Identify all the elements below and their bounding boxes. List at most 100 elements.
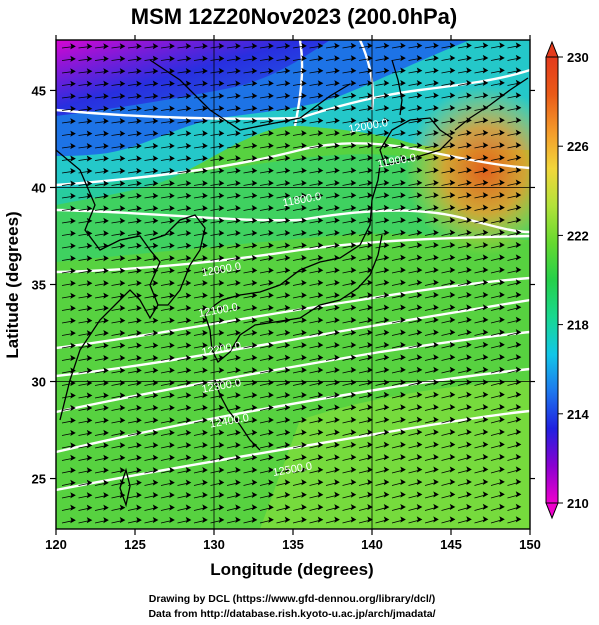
wind-arrow-head [482,441,489,448]
wind-arrow-head [334,242,340,249]
wind-arrow-head [169,55,175,62]
wind-arrow-head [499,42,505,49]
wind-arrow-head [70,230,76,237]
coastline-path [149,214,206,306]
wind-arrow-head [185,516,192,524]
wind-arrow-head [433,204,439,211]
wind-arrow-head [499,453,505,461]
wind-arrow-head [235,454,241,461]
wind-arrow-head [367,354,373,361]
wind-arrow-head [301,342,307,349]
wind-arrow-head [499,304,505,311]
wind-arrow-head [416,416,423,423]
wind-arrow-head [235,466,241,474]
wind-arrow-head [400,254,406,261]
wind-arrow-head [334,267,340,274]
wind-arrow-head [466,104,472,111]
wind-arrow-head [400,354,406,361]
wind-arrow-head [70,118,76,125]
wind-arrow-head [400,341,406,348]
wind-arrow-head [202,255,208,262]
wind-arrow-head [301,404,307,411]
y-tick-label: 30 [32,375,46,390]
wind-arrow-head [86,417,93,424]
wind-arrow-head [515,516,522,523]
wind-arrow-head [284,317,291,324]
wind-arrow-head [515,354,522,361]
wind-arrow-head [251,155,258,162]
wind-arrow-head [218,155,225,162]
wind-arrow-head [235,516,241,523]
wind-arrow-head [185,454,192,461]
wind-arrow-head [449,54,456,62]
wind-arrow-head [202,80,208,87]
wind-arrow-head [466,117,472,124]
wind-arrow-head [515,291,522,298]
wind-arrow-head [317,391,324,399]
wind-arrow-head [119,142,126,150]
wind-arrow-head [218,317,225,324]
wind-arrow-head [416,254,423,261]
wind-arrow-head [383,391,390,398]
wind-arrow-head [119,267,126,274]
wind-arrow-head [218,292,225,299]
wind-arrow-head [136,93,142,100]
wind-arrow-head [268,354,274,361]
wind-arrow-head [317,454,324,461]
wind-arrow-head [317,304,324,311]
wind-arrow-head [169,68,175,75]
wind-arrow-head [185,242,192,249]
wind-arrow-head [218,130,225,137]
contour-line [56,276,530,350]
wind-arrow-head [185,467,192,474]
wind-arrow-head [416,67,423,74]
wind-arrow-head [449,291,456,299]
wind-arrow-head [383,242,390,249]
wind-arrow-head [136,417,142,424]
wind-arrow-head [86,355,93,362]
wind-arrow-head [383,292,390,299]
colorbar-tick-label: 226 [567,139,589,154]
wind-arrow-head [301,367,307,374]
wind-arrow-head [235,217,241,224]
wind-arrow-head [268,504,274,511]
colorbar-tick-label: 218 [567,318,589,333]
wind-arrow-head [400,42,406,49]
wind-arrow-head [235,429,241,436]
wind-arrow-head [86,217,93,224]
wind-arrow-head [235,304,241,311]
wind-arrow-head [482,104,489,111]
wind-arrow-head [152,342,159,349]
wind-arrow-head [499,428,505,436]
wind-arrow-head [136,404,142,411]
wind-arrow-head [433,279,439,286]
wind-arrow-head [152,329,159,337]
wind-arrow-head [350,429,357,436]
wind-arrow-head [284,254,291,261]
wind-arrow-head [367,67,373,74]
wind-arrow-head [268,229,274,237]
wind-arrow-head [86,143,93,150]
wind-arrow-head [152,454,159,461]
wind-arrow-head [86,305,93,312]
wind-arrow-head [185,167,192,174]
wind-arrow-head [103,230,109,237]
wind-arrow-head [367,92,373,99]
wind-arrow-head [499,129,505,136]
wind-arrow-head [334,105,340,112]
wind-arrow-head [317,204,324,212]
wind-arrow-head [482,391,489,398]
wind-arrow-head [136,280,142,287]
wind-arrow-head [268,379,274,386]
wind-arrow-head [433,304,439,311]
wind-arrow-head [367,117,373,124]
wind-arrow-head [367,454,373,461]
wind-arrow-head [433,217,439,224]
wind-arrow-head [284,192,291,199]
wind-arrow-head [466,354,472,361]
wind-arrow-head [301,292,307,299]
wind-arrow-head [449,204,456,211]
wind-arrow-head [334,92,340,99]
wind-arrow-head [416,429,423,436]
wind-arrow-head [383,341,390,349]
